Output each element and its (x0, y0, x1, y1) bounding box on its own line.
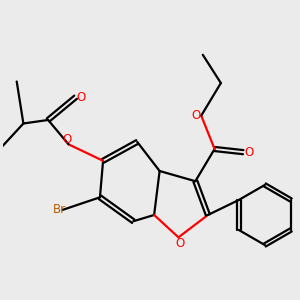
Text: Br: Br (53, 203, 66, 216)
Text: O: O (191, 109, 201, 122)
Text: O: O (76, 91, 86, 104)
Text: O: O (62, 134, 72, 146)
Text: O: O (175, 237, 184, 250)
Text: O: O (244, 146, 253, 159)
